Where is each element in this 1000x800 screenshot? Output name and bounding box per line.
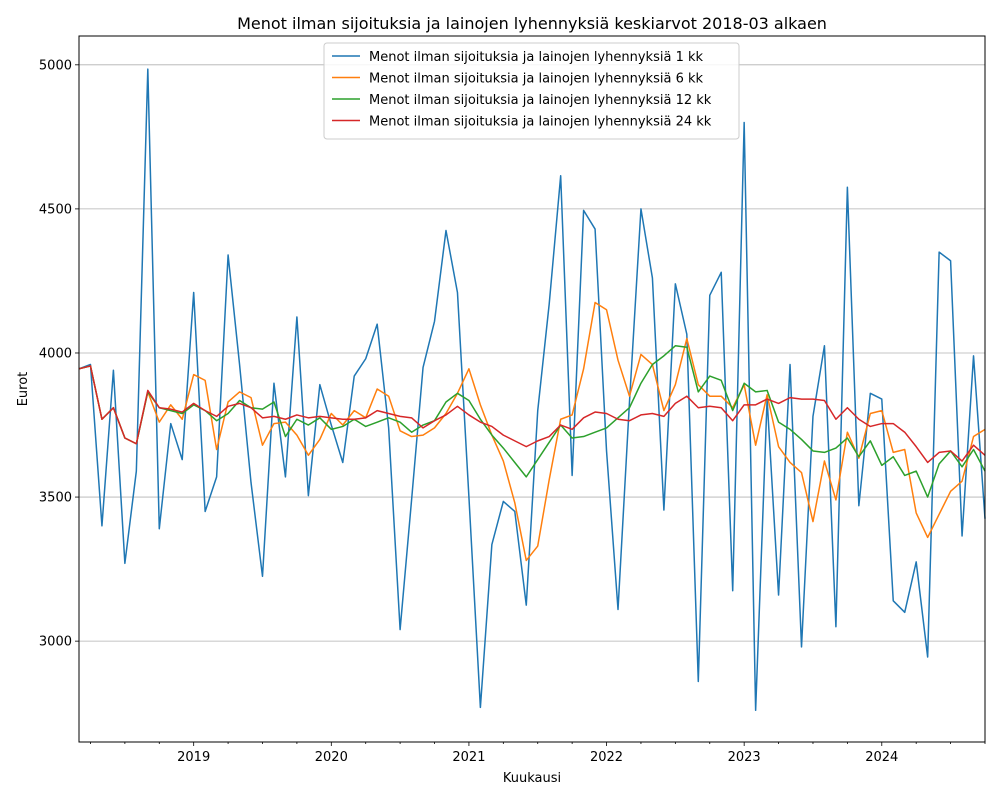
y-tick-label: 4000 [39,346,72,361]
legend-entry: Menot ilman sijoituksia ja lainojen lyhe… [369,72,704,87]
x-axis-label: Kuukausi [503,771,561,786]
legend-entry: Menot ilman sijoituksia ja lainojen lyhe… [369,50,704,65]
legend: Menot ilman sijoituksia ja lainojen lyhe… [323,42,740,140]
grid-lines [79,64,985,642]
legend-entry: Menot ilman sijoituksia ja lainojen lyhe… [369,115,712,130]
x-axis: 2019 2020 2021 2022 2023 2024 [90,742,986,765]
legend-entry: Menot ilman sijoituksia ja lainojen lyhe… [369,93,712,108]
series-lines [78,68,986,712]
y-tick-label: 4500 [39,202,72,217]
x-tick-label: 2023 [728,750,761,765]
y-axis: 3000 3500 4000 4500 5000 [39,58,79,650]
series-line-3 [78,345,986,498]
x-tick-label: 2019 [177,750,210,765]
x-tick-label: 2021 [452,750,485,765]
y-tick-label: 3500 [39,491,72,506]
x-tick-label: 2024 [865,750,898,765]
x-tick-label: 2022 [590,750,623,765]
series-line-4 [78,365,986,464]
y-axis-label: Eurot [16,372,31,407]
y-tick-label: 5000 [39,58,72,73]
legend-box [323,42,740,140]
chart-title: Menot ilman sijoituksia ja lainojen lyhe… [237,14,827,33]
plot-frame [78,35,986,743]
y-tick-label: 3000 [39,635,72,650]
series-line-2 [78,301,986,562]
x-tick-label: 2020 [315,750,348,765]
series-line-1 [78,68,986,712]
